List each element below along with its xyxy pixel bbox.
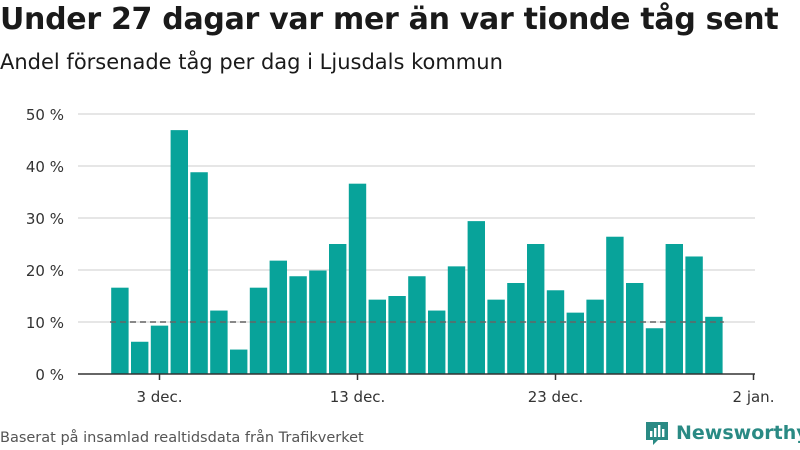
bar [289, 276, 307, 374]
bar [527, 244, 545, 374]
y-tick-label: 20 % [26, 262, 64, 280]
bar [408, 276, 426, 374]
x-tick-label: 23 dec. [528, 388, 584, 406]
brand-name: Newsworthy [676, 422, 800, 444]
bar [150, 325, 169, 374]
chart-subtitle: Andel försenade tåg per dag i Ljusdals k… [0, 50, 503, 74]
bar [507, 283, 525, 374]
bar [388, 296, 406, 374]
bar [249, 287, 268, 374]
bar [586, 299, 604, 374]
brand-logo: Newsworthy [644, 420, 800, 446]
y-tick-label: 30 % [26, 210, 64, 228]
bar [447, 266, 466, 374]
bar [467, 221, 485, 374]
bar [546, 290, 565, 374]
y-tick-label: 0 % [35, 366, 64, 384]
chart-title: Under 27 dagar var mer än var tionde tåg… [0, 2, 779, 37]
x-tick-label: 2 jan. [733, 388, 775, 406]
x-tick-label: 3 dec. [136, 388, 182, 406]
bar [626, 283, 644, 374]
bar [606, 236, 624, 374]
bar [685, 256, 703, 374]
bar [230, 349, 248, 374]
bar [170, 130, 188, 374]
source-note: Baserat på insamlad realtidsdata från Tr… [0, 430, 364, 446]
x-tick-label: 13 dec. [330, 388, 386, 406]
x-axis: 3 dec. 13 dec. 23 dec. 2 jan. [78, 373, 775, 406]
bars [111, 130, 723, 374]
bar [269, 260, 287, 374]
bar [368, 299, 386, 374]
bar [705, 316, 723, 374]
newsworthy-logo-icon [646, 422, 668, 445]
y-tick-label: 10 % [26, 314, 64, 332]
bar [190, 172, 208, 374]
bar [309, 270, 327, 374]
y-axis-ticks: 0 % 10 % 20 % 30 % 40 % 50 % [26, 106, 64, 384]
bar [329, 244, 347, 374]
bar [487, 299, 505, 374]
bar [131, 341, 149, 374]
bar [665, 244, 683, 374]
bar [428, 310, 446, 374]
y-tick-label: 50 % [26, 106, 64, 124]
bar [348, 183, 367, 374]
bar [210, 310, 228, 374]
bar [566, 312, 584, 374]
bar [111, 287, 129, 374]
bar [645, 328, 664, 374]
y-tick-label: 40 % [26, 158, 64, 176]
